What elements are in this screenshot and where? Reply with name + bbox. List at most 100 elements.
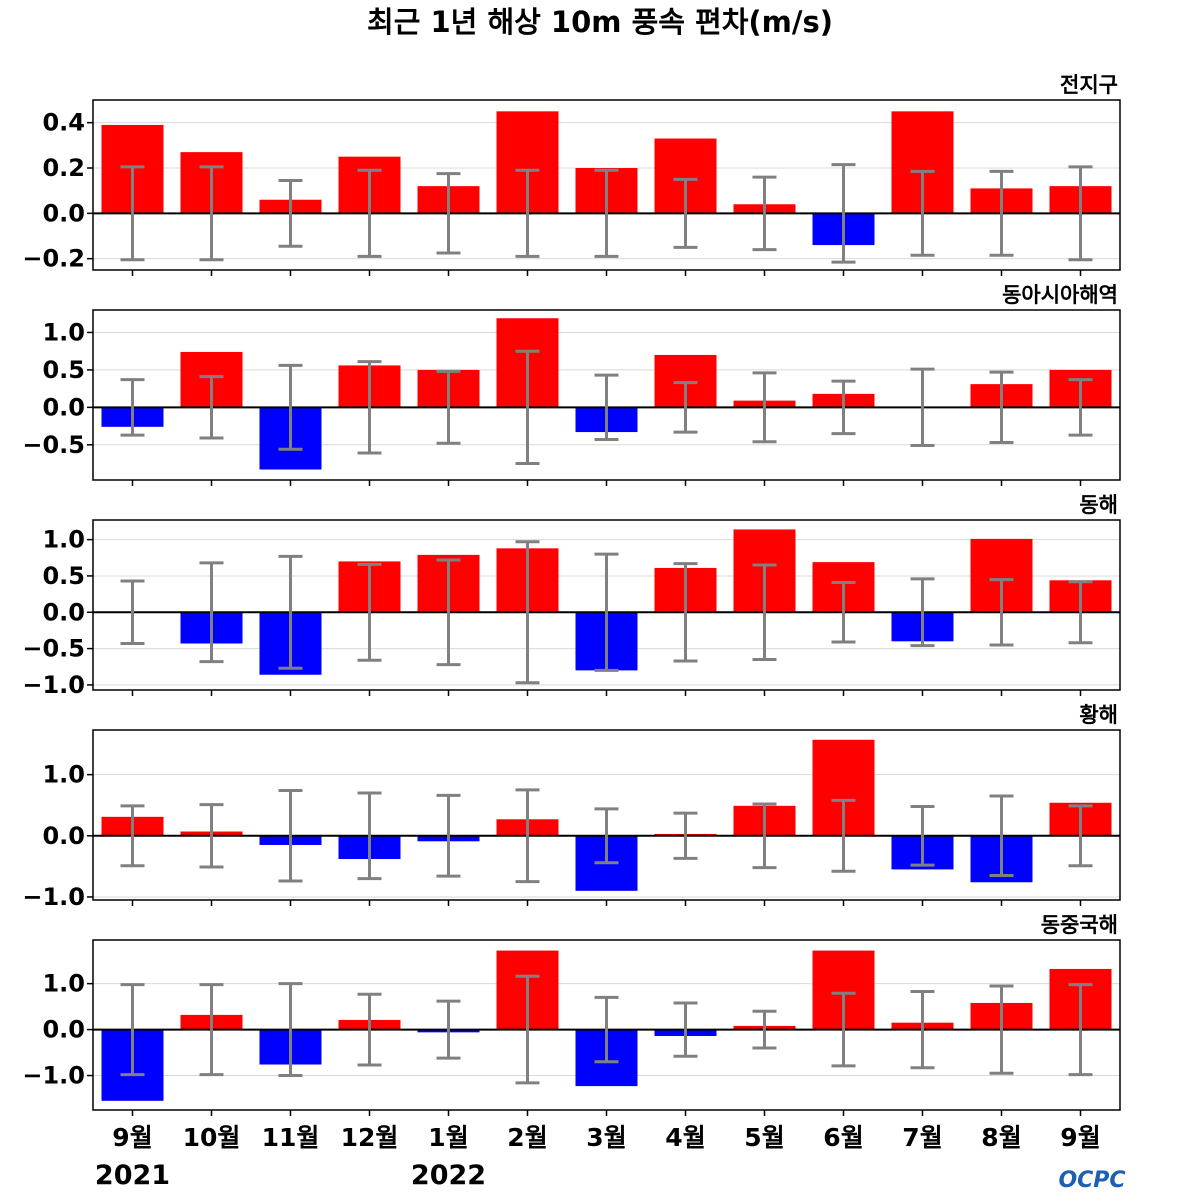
error-bar-2 [199, 375, 224, 440]
error-bar-4 [357, 360, 382, 455]
error-bar-13 [1068, 804, 1093, 868]
error-bar-5 [436, 558, 461, 667]
error-bar-7 [594, 807, 619, 865]
error-bar-7 [594, 552, 619, 672]
y-tick-label: 1.0 [42, 318, 85, 346]
error-bar-2 [199, 165, 224, 262]
error-bar-12 [989, 794, 1014, 878]
x-tick-label: 7월 [902, 1123, 942, 1152]
error-bar-5 [436, 999, 461, 1060]
error-bar-10 [831, 580, 856, 644]
error-bar-7 [594, 995, 619, 1064]
error-bar-4 [357, 791, 382, 881]
error-bar-3 [278, 178, 303, 248]
y-tick-label: 0.5 [42, 562, 85, 590]
panel-2: 동아시아해역 −0.5 0.0 0.5 1.0 [22, 283, 1121, 486]
x-tick-label: 4월 [665, 1123, 705, 1152]
error-bar-4 [357, 992, 382, 1067]
error-bar-4 [357, 562, 382, 662]
error-bar-12 [989, 984, 1014, 1075]
error-bar-13 [1068, 165, 1093, 262]
y-tick-label: 1.0 [42, 526, 85, 554]
error-bar-2 [199, 803, 224, 869]
error-bar-8 [673, 381, 698, 434]
panel-title: 동해 [1079, 493, 1118, 517]
error-bar-1 [120, 804, 145, 868]
y-tick-label: −0.2 [22, 245, 85, 273]
error-bar-1 [120, 983, 145, 1077]
error-bar-9 [752, 175, 777, 252]
panel-title: 황해 [1079, 703, 1118, 727]
x-tick-label: 9월 [1060, 1123, 1100, 1152]
x-tick-label: 5월 [744, 1123, 784, 1152]
error-bar-11 [910, 577, 935, 648]
panel-title: 전지구 [1060, 73, 1118, 97]
x-tick-label: 6월 [823, 1123, 863, 1152]
year-label: 2022 [411, 1160, 486, 1191]
error-bar-12 [989, 169, 1014, 257]
error-bar-6 [515, 349, 540, 466]
error-bar-8 [673, 562, 698, 663]
error-bar-2 [199, 561, 224, 664]
x-tick-label: 8월 [981, 1123, 1021, 1152]
error-bar-9 [752, 563, 777, 661]
error-bar-11 [910, 367, 935, 448]
x-tick-label: 1월 [428, 1123, 468, 1152]
error-bar-10 [831, 991, 856, 1068]
error-bar-3 [278, 789, 303, 883]
error-bar-11 [910, 989, 935, 1070]
y-tick-label: −0.5 [22, 635, 85, 663]
error-bar-1 [120, 579, 145, 646]
x-tick-label: 11월 [262, 1123, 320, 1152]
error-bar-11 [910, 169, 935, 257]
error-bar-12 [989, 578, 1014, 647]
error-bar-10 [831, 798, 856, 873]
error-bar-9 [752, 1009, 777, 1050]
error-bar-6 [515, 168, 540, 258]
x-tick-label: 10월 [183, 1123, 241, 1152]
panel-title: 동중국해 [1041, 913, 1118, 937]
panel-4: 황해 −1.0 0.0 1.0 [22, 703, 1121, 911]
error-bar-4 [357, 168, 382, 258]
x-tick-label: 9월 [112, 1123, 152, 1152]
y-tick-label: 1.0 [42, 970, 85, 998]
y-tick-label: 0.0 [42, 199, 85, 227]
year-label: 2021 [95, 1160, 170, 1191]
panel-frame [92, 519, 1121, 691]
error-bar-13 [1068, 580, 1093, 645]
y-tick-label: −1.0 [22, 1062, 85, 1090]
error-bar-10 [831, 379, 856, 436]
error-bar-6 [515, 974, 540, 1085]
panel-3: 동해 −1.0 −0.5 0.0 0.5 1.0 [22, 493, 1121, 699]
y-tick-label: 0.0 [42, 598, 85, 626]
y-tick-label: 0.4 [42, 109, 85, 137]
y-tick-label: −1.0 [22, 671, 85, 699]
error-bar-3 [278, 554, 303, 670]
error-bar-10 [831, 163, 856, 264]
error-bar-12 [989, 370, 1014, 445]
panel-frame [92, 309, 1121, 481]
y-tick-label: −0.5 [22, 431, 85, 459]
error-bar-6 [515, 540, 540, 685]
error-bar-5 [436, 793, 461, 878]
y-tick-label: 0.0 [42, 822, 85, 850]
x-tick-label: 3월 [586, 1123, 626, 1152]
error-bar-3 [278, 363, 303, 451]
panel-frame [92, 939, 1121, 1111]
error-bar-5 [436, 172, 461, 255]
figure-title: 최근 1년 해상 10m 풍속 편차(m/s) [367, 5, 833, 39]
error-bar-8 [673, 177, 698, 249]
y-tick-label: 0.2 [42, 154, 85, 182]
error-bar-6 [515, 788, 540, 884]
panel-5: 동중국해 −1.0 0.0 1.0 [22, 913, 1121, 1116]
error-bar-8 [673, 1001, 698, 1058]
error-bar-1 [120, 165, 145, 262]
y-tick-label: 0.0 [42, 393, 85, 421]
error-bar-11 [910, 804, 935, 867]
error-bar-9 [752, 802, 777, 870]
panel-title: 동아시아해역 [1002, 283, 1118, 307]
error-bar-3 [278, 982, 303, 1078]
panel-1: 전지구 −0.2 0.0 0.2 0.4 [22, 73, 1121, 276]
error-bar-7 [594, 168, 619, 258]
